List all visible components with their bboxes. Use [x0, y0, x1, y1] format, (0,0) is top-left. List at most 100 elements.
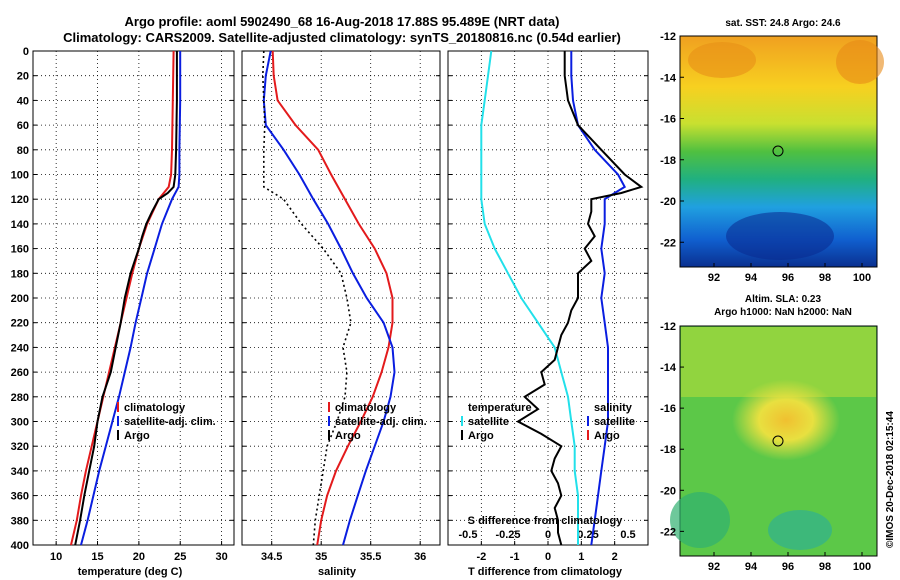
- lat-tick-label: -14: [660, 72, 677, 84]
- difference-lines: [480, 50, 644, 546]
- lat-tick-label: -16: [660, 403, 676, 415]
- lat-tick-label: -12: [660, 31, 676, 43]
- x-tick-label: 35: [315, 551, 327, 563]
- salinity-lines: [261, 50, 396, 546]
- depth-tick-label: 360: [11, 491, 29, 503]
- lat-tick-label: -22: [660, 237, 676, 249]
- sla-map-ticks: -12 -14 -16 -18 -20 -22 92 94 96 98 100: [660, 321, 871, 573]
- depth-tick-label: 180: [11, 268, 29, 280]
- lon-tick-label: 98: [819, 272, 831, 284]
- lon-tick-label: 100: [853, 272, 871, 284]
- sst-map: sat. SST: 24.8 Argo: 24.6 -12 -14 -16 -18 -2…: [660, 18, 884, 284]
- x-tick-label: 10: [50, 551, 62, 563]
- x-top-tick-label: -0.5: [459, 529, 478, 541]
- x-top-tick-label: 0: [545, 529, 551, 541]
- legend-label-climatology: climatology: [335, 402, 397, 414]
- legend-label-sal-satellite: satellite: [594, 416, 635, 428]
- x-tick-label: 25: [174, 551, 186, 563]
- sla-low-patch-s: [768, 510, 832, 550]
- legend-label-argo: Argo: [335, 430, 361, 442]
- depth-tick-label: 320: [11, 441, 29, 453]
- depth-tick-label: 300: [11, 417, 29, 429]
- depth-tick-label: 160: [11, 244, 29, 256]
- legend-title-salinity: salinity: [594, 402, 633, 414]
- depth-tick-label: 260: [11, 367, 29, 379]
- series-line-satellite-adj-clim-: [262, 50, 396, 546]
- legend-label-argo: Argo: [124, 430, 150, 442]
- temperature-legend: climatology satellite-adj. clim. Argo: [117, 402, 216, 442]
- series-line-argo: [261, 50, 352, 546]
- sst-warm-patch: [688, 42, 756, 78]
- x-tick-label: 36: [414, 551, 426, 563]
- credit-text: ©IMOS 20-Dec-2018 02:15:44: [885, 411, 896, 548]
- sla-high-patch: [720, 375, 840, 465]
- legend-label-satellite: satellite-adj. clim.: [124, 416, 216, 428]
- legend-label-sal-argo: Argo: [594, 430, 620, 442]
- legend-label-temp-argo: Argo: [468, 430, 494, 442]
- depth-tick-label: 60: [17, 120, 29, 132]
- salinity-legend: climatology satellite-adj. clim. Argo: [328, 402, 427, 442]
- legend-label-satellite: satellite-adj. clim.: [335, 416, 427, 428]
- depth-tick-label: 340: [11, 466, 29, 478]
- depth-tick-label: 240: [11, 342, 29, 354]
- depth-tick-label: 280: [11, 392, 29, 404]
- x-tick-label: 30: [215, 551, 227, 563]
- x-tick-label: 20: [133, 551, 145, 563]
- salinity-ticks: 34.5 35 35.5 36: [242, 50, 440, 563]
- depth-tick-label: 20: [17, 71, 29, 83]
- sst-map-ticks: -12 -14 -16 -18 -20 -22 92 94 96 98 100: [660, 31, 871, 284]
- difference-grid: [448, 51, 648, 545]
- sst-warm-patch-east: [836, 40, 884, 84]
- x-tick-label: 0: [545, 551, 551, 563]
- depth-tick-label: 400: [11, 540, 29, 552]
- x-top-tick-label: -0.25: [495, 529, 520, 541]
- x-tick-label: -2: [476, 551, 486, 563]
- difference-xlabel: T difference from climatology: [468, 566, 623, 578]
- depth-tick-label: 220: [11, 318, 29, 330]
- difference-panel: -2 -1 0 1 2 -0.5 -0.25 0 0.25 0.5 T difference fr…: [447, 50, 649, 578]
- lat-tick-label: -18: [660, 444, 676, 456]
- x-tick-label: 15: [91, 551, 103, 563]
- temperature-xlabel: temperature (deg C): [78, 566, 183, 578]
- temperature-ticks: 0 20 40 60 80 100 120 140 160 180 200 220 240 260 280 3…: [11, 46, 234, 563]
- x-tick-label: 35.5: [360, 551, 381, 563]
- lon-tick-label: 92: [708, 272, 720, 284]
- difference-legend: temperature satellite Argo salinity sate…: [461, 402, 635, 442]
- temperature-lines: [70, 50, 182, 546]
- figure-title-line2: Climatology: CARS2009. Satellite-adjuste…: [63, 30, 621, 45]
- lat-tick-label: -14: [660, 362, 677, 374]
- series-line-argo: [74, 51, 178, 546]
- sla-map-title2: Argo h1000: NaN h2000: NaN: [714, 307, 852, 318]
- lat-tick-label: -12: [660, 321, 676, 333]
- depth-tick-label: 380: [11, 515, 29, 527]
- x-tick-label: -1: [510, 551, 520, 563]
- series-line-temperature-satellite: [480, 50, 579, 545]
- temperature-grid: [33, 51, 234, 545]
- x-tick-label: 2: [612, 551, 618, 563]
- sla-map-title1: Altim. SLA: 0.23: [745, 294, 822, 305]
- lon-tick-label: 96: [782, 272, 794, 284]
- salinity-xlabel: salinity: [318, 566, 357, 578]
- salinity-grid: [242, 51, 440, 545]
- x-tick-label: 34.5: [261, 551, 282, 563]
- lon-tick-label: 98: [819, 561, 831, 573]
- series-line-satellite-adj-clim-: [80, 51, 182, 546]
- temperature-panel: 0 20 40 60 80 100 120 140 160 180 200 220 240 260 280 3…: [11, 46, 235, 578]
- legend-title-temperature: temperature: [468, 402, 532, 414]
- salinity-panel: 34.5 35 35.5 36 salinity climatology satell…: [241, 50, 441, 578]
- lon-tick-label: 94: [745, 272, 758, 284]
- lon-tick-label: 92: [708, 561, 720, 573]
- depth-tick-label: 200: [11, 293, 29, 305]
- argo-location-marker-sla: [772, 435, 784, 447]
- sst-map-title: sat. SST: 24.8 Argo: 24.6: [725, 18, 841, 29]
- depth-tick-label: 120: [11, 194, 29, 206]
- depth-tick-label: 100: [11, 170, 29, 182]
- lon-tick-label: 94: [745, 561, 758, 573]
- series-line-climatology: [271, 50, 394, 546]
- lon-tick-label: 96: [782, 561, 794, 573]
- depth-tick-label: 80: [17, 145, 29, 157]
- series-line-salinity-satellite: [570, 51, 627, 546]
- sst-cold-patch: [726, 212, 834, 260]
- x-top-tick-label: 0.5: [620, 529, 635, 541]
